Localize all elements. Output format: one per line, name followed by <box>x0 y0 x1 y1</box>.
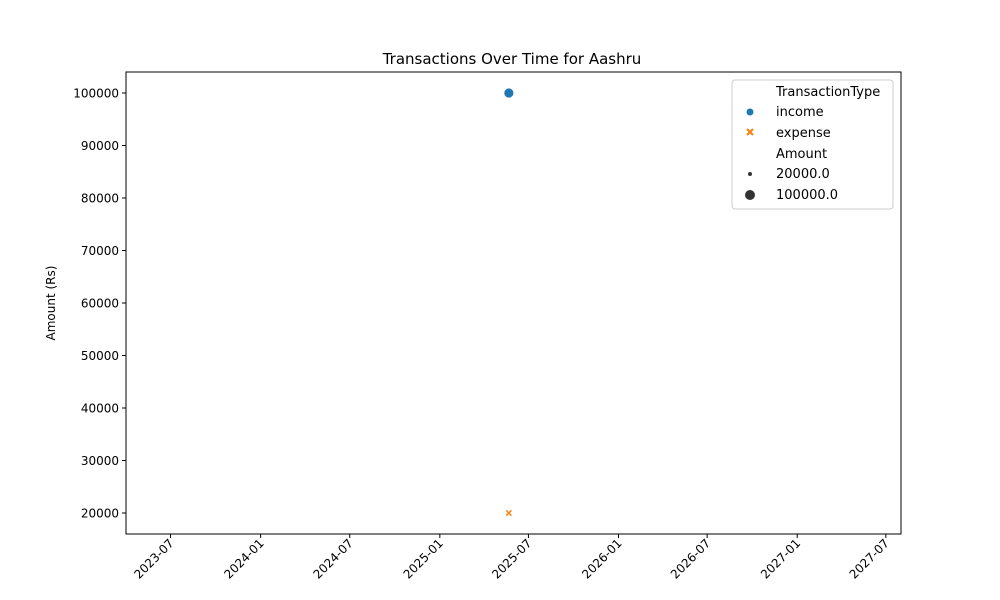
y-tick-label: 80000 <box>81 192 119 206</box>
x-tick-label: 2025-01 <box>401 536 446 581</box>
legend-income-label: income <box>776 105 824 120</box>
legend-size-large-marker <box>745 190 755 200</box>
x-tick-label: 2023-07 <box>131 536 176 581</box>
x-tick-label: 2027-01 <box>758 536 803 581</box>
y-tick-label: 20000 <box>81 507 119 521</box>
data-points <box>503 87 515 517</box>
y-tick-label: 50000 <box>81 349 119 363</box>
y-tick-label: 70000 <box>81 244 119 258</box>
legend-size-small-label: 20000.0 <box>776 167 830 182</box>
legend-size-large-label: 100000.0 <box>776 188 838 203</box>
income-point <box>503 87 515 99</box>
x-tick-label: 2025-07 <box>489 536 534 581</box>
expense-point <box>505 509 512 517</box>
chart-title: Transactions Over Time for Aashru <box>382 50 642 68</box>
legend-income-marker <box>746 108 754 116</box>
legend-expense-label: expense <box>776 126 831 141</box>
legend-expense-marker <box>746 128 754 136</box>
legend-hue-title: TransactionType <box>775 85 880 100</box>
legend: TransactionType income expense Amount 20… <box>731 79 894 210</box>
y-axis-ticks: 20000 30000 40000 50000 60000 70000 80000 90000… <box>73 87 126 521</box>
x-tick-label: 2027-07 <box>847 536 892 581</box>
x-tick-label: 2026-07 <box>668 536 713 581</box>
plot-area-frame <box>125 71 902 535</box>
y-tick-label: 40000 <box>81 402 119 416</box>
x-tick-label: 2024-07 <box>311 536 356 581</box>
y-tick-label: 90000 <box>81 139 119 153</box>
x-tick-label: 2024-01 <box>221 536 266 581</box>
y-tick-label: 60000 <box>81 297 119 311</box>
y-tick-label: 100000 <box>73 87 119 101</box>
y-tick-label: 30000 <box>81 454 119 468</box>
legend-size-small-marker <box>748 172 752 176</box>
legend-size-title: Amount <box>776 147 827 162</box>
y-axis-label: Amount (Rs) <box>44 266 58 341</box>
x-axis-ticks: 2023-07 2024-01 2024-07 2025-01 2025-07 2026-… <box>131 534 892 582</box>
legend-box <box>731 79 894 210</box>
x-tick-label: 2026-01 <box>579 536 624 581</box>
